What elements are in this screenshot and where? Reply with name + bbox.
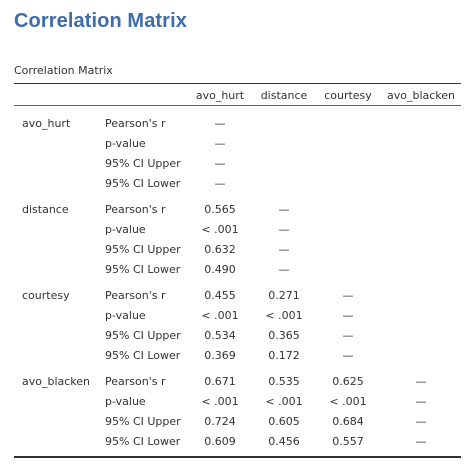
table-cell: —: [214, 177, 226, 190]
table-cell: —: [415, 415, 427, 428]
stat-label: 95% CI Lower: [105, 263, 181, 276]
table-cell: —: [214, 137, 226, 150]
stat-label: Pearson's r: [105, 203, 166, 216]
stat-label: p-value: [105, 137, 146, 150]
table-cell: < .001: [265, 395, 303, 408]
table-cell: < .001: [201, 223, 239, 236]
stat-label: Pearson's r: [105, 375, 166, 388]
table-cell: 0.369: [204, 349, 236, 362]
stat-label: p-value: [105, 309, 146, 322]
table-cell: —: [342, 329, 354, 342]
table-cell: 0.535: [268, 375, 300, 388]
table-cell: 0.684: [332, 415, 364, 428]
column-header-distance: distance: [260, 89, 308, 102]
table-cell: —: [415, 435, 427, 448]
table-cell: 0.534: [204, 329, 236, 342]
row-variable-courtesy: courtesy: [22, 289, 70, 302]
stat-label: 95% CI Lower: [105, 349, 181, 362]
table-cell: 0.455: [204, 289, 236, 302]
table-cell: —: [278, 203, 290, 216]
stat-label: 95% CI Upper: [105, 157, 181, 170]
table-cell: —: [342, 289, 354, 302]
stat-label: 95% CI Upper: [105, 243, 181, 256]
table-caption: Correlation Matrix: [14, 64, 113, 77]
table-cell: < .001: [201, 395, 239, 408]
table-cell: 0.605: [268, 415, 300, 428]
table-cell: —: [342, 349, 354, 362]
stat-label: Pearson's r: [105, 289, 166, 302]
stat-label: 95% CI Upper: [105, 329, 181, 342]
stat-label: p-value: [105, 395, 146, 408]
row-variable-avo-hurt: avo_hurt: [22, 117, 71, 130]
table-cell: —: [278, 243, 290, 256]
table-header-rule: [14, 105, 461, 106]
table-cell: —: [415, 375, 427, 388]
table-cell: 0.456: [268, 435, 300, 448]
table-cell: 0.565: [204, 203, 236, 216]
table-cell: 0.490: [204, 263, 236, 276]
stat-label: p-value: [105, 223, 146, 236]
row-variable-distance: distance: [22, 203, 69, 216]
table-cell: 0.671: [204, 375, 236, 388]
page-title: Correlation Matrix: [14, 10, 187, 32]
table-cell: 0.625: [332, 375, 364, 388]
table-cell: < .001: [265, 309, 303, 322]
stat-label: 95% CI Lower: [105, 177, 181, 190]
table-cell: 0.365: [268, 329, 300, 342]
column-header-avo-blacken: avo_blacken: [386, 89, 456, 102]
table-cell: —: [214, 117, 226, 130]
table-cell: —: [214, 157, 226, 170]
table-cell: < .001: [329, 395, 367, 408]
table-top-rule: [14, 83, 461, 84]
table-cell: 0.609: [204, 435, 236, 448]
table-cell: —: [415, 395, 427, 408]
table-cell: 0.557: [332, 435, 364, 448]
table-cell: 0.632: [204, 243, 236, 256]
stat-label: 95% CI Upper: [105, 415, 181, 428]
row-variable-avo-blacken: avo_blacken: [22, 375, 91, 388]
table-cell: 0.724: [204, 415, 236, 428]
stat-label: 95% CI Lower: [105, 435, 181, 448]
table-cell: —: [278, 263, 290, 276]
column-header-courtesy: courtesy: [324, 89, 372, 102]
column-header-avo-hurt: avo_hurt: [195, 89, 245, 102]
table-cell: < .001: [201, 309, 239, 322]
table-cell: —: [342, 309, 354, 322]
table-cell: 0.271: [268, 289, 300, 302]
stat-label: Pearson's r: [105, 117, 166, 130]
table-cell: 0.172: [268, 349, 300, 362]
table-bottom-rule: [14, 456, 461, 458]
table-cell: —: [278, 223, 290, 236]
